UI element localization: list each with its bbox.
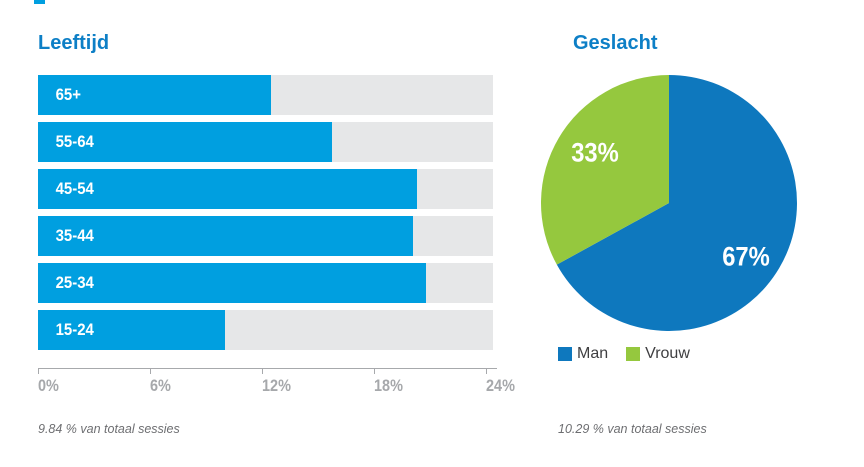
axis-tick-mark <box>485 369 487 374</box>
bar-category-label: 15-24 <box>55 320 94 339</box>
axis-tick-label: 0% <box>38 376 59 395</box>
bar-fill[interactable]: 45-54 <box>38 169 418 209</box>
bar-category-label: 25-34 <box>55 273 94 292</box>
axis-tick-mark <box>373 369 375 374</box>
axis-tick-mark <box>38 369 39 374</box>
bar-row-15-24: 15-24 <box>38 310 493 350</box>
age-bar-chart: Leeftijd 65+ 55-64 45-54 35-44 25-34 15-24 0%… <box>38 30 515 450</box>
pie-slice-man[interactable] <box>556 75 797 331</box>
gender-pie: 33% 67% <box>541 75 797 331</box>
axis-tick-label: 24% <box>485 376 515 395</box>
age-chart-title: Leeftijd <box>38 32 110 54</box>
axis-tick-label: 6% <box>149 376 171 395</box>
bar-fill[interactable]: 55-64 <box>38 122 333 162</box>
bar-category-label: 45-54 <box>55 179 94 198</box>
pie-label-man: 67% <box>722 241 770 272</box>
legend-label: Vrouw <box>645 345 690 362</box>
age-x-axis: 0% 6% 12% 18% 24% <box>38 368 515 402</box>
gender-pie-chart: Geslacht 33% 67% Man Vrouw 10.29 % van to… <box>540 30 840 450</box>
bar-row-65+: 65+ <box>38 75 493 115</box>
gender-pie-svg <box>541 75 797 331</box>
bar-fill[interactable]: 35-44 <box>38 216 414 256</box>
bar-fill[interactable]: 25-34 <box>38 263 427 303</box>
legend-label: Man <box>577 345 609 362</box>
legend-item-man[interactable]: Man <box>558 345 608 363</box>
bar-row-45-54: 45-54 <box>38 169 493 209</box>
legend-swatch-icon <box>626 347 641 361</box>
bar-fill[interactable]: 65+ <box>38 75 272 115</box>
bar-category-label: 55-64 <box>55 132 94 151</box>
axis-tick-mark <box>261 369 263 374</box>
legend-item-vrouw[interactable]: Vrouw <box>626 345 690 363</box>
axis-tick-label: 18% <box>373 376 403 395</box>
gender-chart-footnote: 10.29 % van totaal sessies <box>558 422 707 436</box>
axis-tick-mark <box>149 369 151 374</box>
bar-category-label: 35-44 <box>55 226 94 245</box>
legend-swatch-icon <box>558 347 572 361</box>
axis-tick-label: 12% <box>261 376 291 395</box>
bar-row-25-34: 25-34 <box>38 263 493 303</box>
top-edge-crop-artifact <box>34 0 45 4</box>
bar-row-35-44: 35-44 <box>38 216 493 256</box>
bar-row-55-64: 55-64 <box>38 122 493 162</box>
bar-category-label: 65+ <box>55 85 81 104</box>
gender-legend: Man Vrouw <box>558 345 690 363</box>
pie-slice-vrouw[interactable] <box>541 75 669 265</box>
age-bars-area: 65+ 55-64 45-54 35-44 25-34 15-24 <box>38 75 493 357</box>
age-chart-footnote: 9.84 % van totaal sessies <box>38 422 180 436</box>
bar-fill[interactable]: 15-24 <box>38 310 225 350</box>
gender-chart-title: Geslacht <box>573 32 658 54</box>
pie-label-vrouw: 33% <box>571 137 619 168</box>
